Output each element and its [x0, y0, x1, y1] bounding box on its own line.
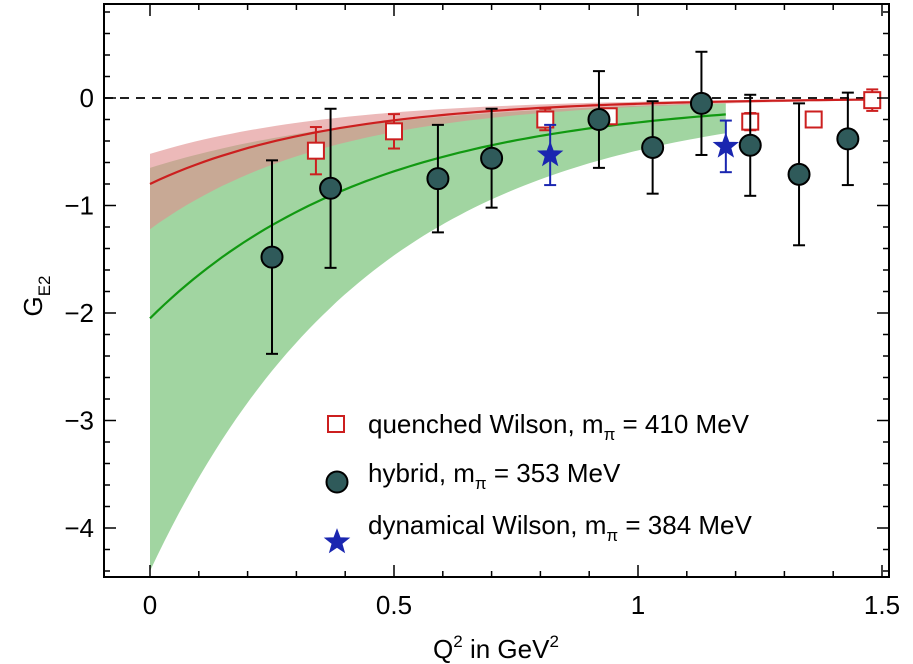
y-tick-label: −1	[64, 191, 94, 221]
x-tick-label: 0.5	[376, 590, 412, 620]
quenched-marker	[804, 110, 823, 129]
y-axis-label-main: G	[18, 296, 48, 316]
legend-hybrid-text: hybrid, m	[368, 458, 475, 488]
legend-hybrid-tail: = 353 MeV	[487, 458, 621, 488]
hybrid-point-0	[260, 159, 284, 355]
hybrid-point-6	[689, 50, 713, 156]
hybrid-fit-band	[150, 103, 726, 571]
legend-dynamical-sub: π	[606, 526, 618, 545]
y-tick-label: −4	[64, 513, 94, 543]
x-tick-label: 1	[631, 590, 645, 620]
dynamical-point-1	[712, 119, 740, 174]
hybrid-marker	[260, 245, 284, 269]
quenched-marker	[306, 141, 325, 160]
hybrid-marker	[787, 162, 811, 186]
confidence-bands	[150, 99, 873, 571]
legend-marker-hybrid	[325, 470, 349, 494]
quenched-marker	[863, 91, 882, 110]
legend-quenched-tail: = 410 MeV	[615, 409, 749, 439]
legend-hybrid-sub: π	[475, 474, 487, 493]
legend-dynamical-text: dynamical Wilson, m	[368, 510, 606, 540]
x-axis-label-mid: in GeV	[463, 634, 550, 664]
y-axis-label: GE2	[18, 275, 54, 316]
legend-label-quenched: quenched Wilson, mπ = 410 MeV	[368, 409, 750, 444]
hybrid-point-2	[426, 123, 450, 234]
legend: quenched Wilson, mπ = 410 MeV hybrid, mπ…	[323, 409, 752, 554]
hybrid-marker	[641, 135, 665, 159]
x-axis-label-sup1: 2	[453, 632, 462, 651]
y-tick-label: −3	[64, 406, 94, 436]
hybrid-point-9	[836, 91, 860, 187]
hybrid-marker	[426, 167, 450, 191]
quenched-marker	[385, 122, 403, 141]
y-tick-label: 0	[80, 83, 94, 113]
legend-label-hybrid: hybrid, mπ = 353 MeV	[368, 458, 621, 493]
data-points	[260, 50, 882, 355]
hybrid-marker	[587, 108, 611, 131]
legend-quenched-sub: π	[604, 425, 616, 444]
hybrid-point-5	[641, 100, 665, 195]
hybrid-point-3	[480, 107, 504, 209]
dynamical-marker	[712, 132, 740, 158]
dynamical-marker	[536, 141, 564, 167]
hybrid-marker	[689, 91, 713, 115]
quenched-point-1	[385, 113, 403, 150]
y-axis-label-sub: E2	[35, 275, 54, 296]
dynamical-point-0	[536, 123, 564, 187]
y-tick-label: −2	[64, 298, 94, 328]
x-tick-label: 0	[143, 590, 157, 620]
quenched-marker	[536, 110, 555, 129]
quenched-fit-line	[149, 98, 873, 185]
x-axis-label-main: Q	[433, 634, 453, 664]
hybrid-point-4	[587, 70, 611, 169]
hybrid-marker	[319, 176, 343, 200]
axis-tick-labels: 0 0.5 1 1.5 0 −1 −2 −3 −4	[64, 83, 900, 620]
hybrid-marker	[836, 127, 860, 151]
legend-dynamical-tail: = 384 MeV	[618, 510, 752, 540]
quenched-point-6	[863, 88, 882, 112]
x-axis-label-sup2: 2	[549, 632, 558, 651]
quenched-point-5	[804, 110, 823, 129]
axis-ticks	[104, 4, 889, 577]
quenched-point-0	[306, 126, 325, 176]
legend-marker-quenched	[327, 415, 345, 433]
hybrid-point-1	[319, 107, 343, 269]
hybrid-point-8	[787, 102, 811, 247]
x-axis-label: Q2 in GeV2	[433, 632, 559, 664]
legend-marker-dynamical	[323, 528, 351, 554]
x-tick-label: 1.5	[864, 590, 900, 620]
legend-label-dynamical: dynamical Wilson, mπ = 384 MeV	[368, 510, 752, 545]
hybrid-marker	[480, 146, 504, 170]
hybrid-point-7	[738, 93, 762, 197]
hybrid-marker	[738, 133, 762, 157]
plot-frame	[103, 3, 890, 578]
legend-quenched-text: quenched Wilson, m	[368, 409, 604, 439]
